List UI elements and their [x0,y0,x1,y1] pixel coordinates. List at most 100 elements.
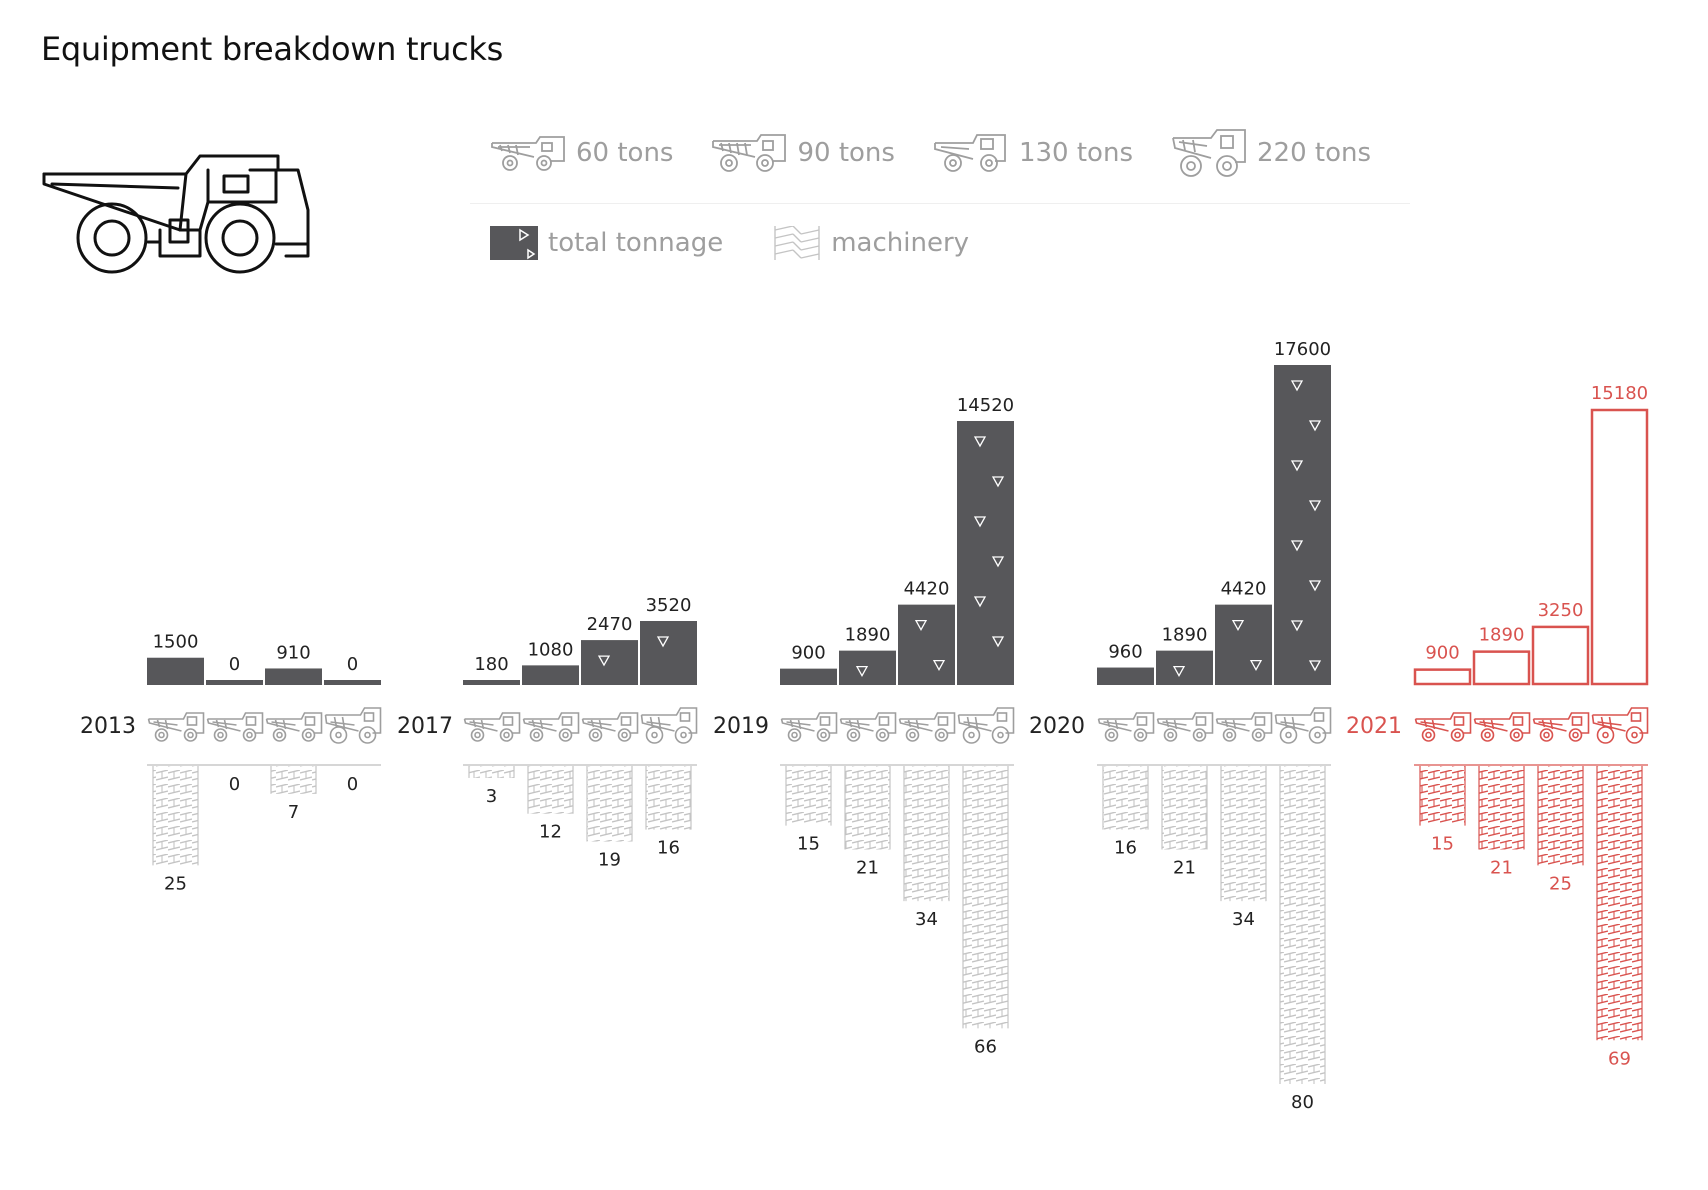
truck-icon-2017-0 [465,713,520,741]
machinery-label-2013-0: 25 [164,873,187,894]
machinery-bar-2020-1 [1162,766,1207,849]
machinery-bar-2019-0 [786,766,831,826]
machinery-label-2013-1: 0 [229,774,240,795]
tonnage-bar-2017-1 [522,665,579,685]
tonnage-label-2013-3: 0 [347,654,358,675]
tonnage-bar-2021-0 [1415,670,1470,684]
truck-icon-2020-3 [1276,708,1331,743]
machinery-label-2021-0: 15 [1431,834,1454,855]
tonnage-bar-2019-1 [839,651,896,685]
tonnage-label-2019-0: 900 [791,643,825,664]
machinery-bar-2019-2 [904,766,949,901]
machinery-label-2019-1: 21 [856,857,879,878]
tonnage-bar-2021-3 [1592,410,1647,684]
machinery-bar-2013-0 [153,766,198,865]
truck-icon-2021-1 [1475,713,1530,741]
machinery-label-2017-1: 12 [539,822,562,843]
tonnage-bar-2019-0 [780,669,837,685]
truck-icon-2020-0 [1099,713,1154,741]
machinery-bar-2021-2 [1538,766,1583,865]
tonnage-label-2019-1: 1890 [845,625,891,646]
machinery-bar-2021-3 [1597,766,1642,1040]
truck-icon-2019-3 [959,708,1014,743]
truck-icon-2013-2 [267,713,322,741]
machinery-bar-2020-2 [1221,766,1266,901]
machinery-bar-2021-0 [1420,766,1465,826]
machinery-label-2020-1: 21 [1173,857,1196,878]
tonnage-label-2020-0: 960 [1108,642,1142,663]
tonnage-label-2013-2: 910 [276,642,310,663]
tonnage-bar-2017-3 [640,621,697,685]
tonnage-bar-2013-0 [147,658,204,685]
truck-icon-2013-3 [326,708,381,743]
tonnage-bar-2021-2 [1533,627,1588,684]
tonnage-bar-2020-0 [1097,668,1154,685]
machinery-bar-2020-0 [1103,766,1148,830]
year-label-2019: 2019 [713,714,769,739]
tonnage-label-2020-1: 1890 [1162,625,1208,646]
truck-icon-2019-1 [841,713,896,741]
machinery-label-2020-2: 34 [1232,909,1255,930]
machinery-bar-2017-2 [587,766,632,842]
machinery-label-2021-3: 69 [1608,1048,1631,1069]
truck-icon-2021-0 [1416,713,1471,741]
tonnage-bar-2019-3 [957,421,1014,685]
machinery-bar-2017-0 [469,766,514,778]
machinery-bar-2019-3 [963,766,1008,1028]
tonnage-bar-2020-3 [1274,365,1331,685]
machinery-label-2017-2: 19 [598,850,621,871]
truck-icon-2017-2 [583,713,638,741]
machinery-label-2013-2: 7 [288,802,299,823]
tonnage-label-2020-3: 17600 [1274,339,1331,360]
year-label-2013: 2013 [80,714,136,739]
tonnage-label-2017-0: 180 [474,654,508,675]
tonnage-bar-2017-2 [581,640,638,685]
machinery-bar-2017-1 [528,766,573,814]
truck-icon-2020-1 [1158,713,1213,741]
machinery-bar-2019-1 [845,766,890,849]
tonnage-label-2021-0: 900 [1425,643,1459,664]
truck-icon-2017-1 [524,713,579,741]
machinery-label-2013-3: 0 [347,774,358,795]
machinery-bar-2020-3 [1280,766,1325,1084]
tonnage-bar-2013-2 [265,668,322,685]
tonnage-label-2020-2: 4420 [1221,579,1267,600]
year-label-2017: 2017 [397,714,453,739]
truck-icon-2021-2 [1534,713,1589,741]
tonnage-label-2021-2: 3250 [1538,600,1584,621]
tonnage-label-2019-3: 14520 [957,395,1014,416]
tonnage-bar-2013-1 [206,680,263,685]
tonnage-bar-2019-2 [898,605,955,685]
machinery-label-2021-1: 21 [1490,857,1513,878]
tonnage-label-2021-3: 15180 [1591,383,1648,404]
year-label-2021: 2021 [1346,714,1402,739]
truck-icon-2019-0 [782,713,837,741]
tonnage-bar-2020-1 [1156,651,1213,685]
tonnage-label-2017-2: 2470 [587,614,633,635]
truck-icon-2013-0 [149,713,204,741]
machinery-label-2019-3: 66 [974,1036,997,1057]
machinery-label-2020-3: 80 [1291,1092,1314,1113]
tonnage-label-2017-3: 3520 [646,595,692,616]
machinery-label-2017-3: 16 [657,838,680,859]
tonnage-bar-2013-3 [324,680,381,685]
truck-icon-2019-2 [900,713,955,741]
year-label-2020: 2020 [1029,714,1085,739]
machinery-label-2019-2: 34 [915,909,938,930]
tonnage-label-2019-2: 4420 [904,579,950,600]
truck-icon-2013-1 [208,713,263,741]
machinery-label-2019-0: 15 [797,834,820,855]
truck-icon-2021-3 [1593,708,1648,743]
tonnage-label-2013-0: 1500 [153,632,199,653]
machinery-label-2020-0: 16 [1114,838,1137,859]
machinery-bar-2013-2 [271,766,316,794]
machinery-label-2021-2: 25 [1549,873,1572,894]
tonnage-label-2017-1: 1080 [528,639,574,660]
truck-icon-2020-2 [1217,713,1272,741]
machinery-bar-2017-3 [646,766,691,830]
tonnage-label-2021-1: 1890 [1479,625,1525,646]
tonnage-bar-2021-1 [1474,652,1529,684]
truck-icon-2017-3 [642,708,697,743]
